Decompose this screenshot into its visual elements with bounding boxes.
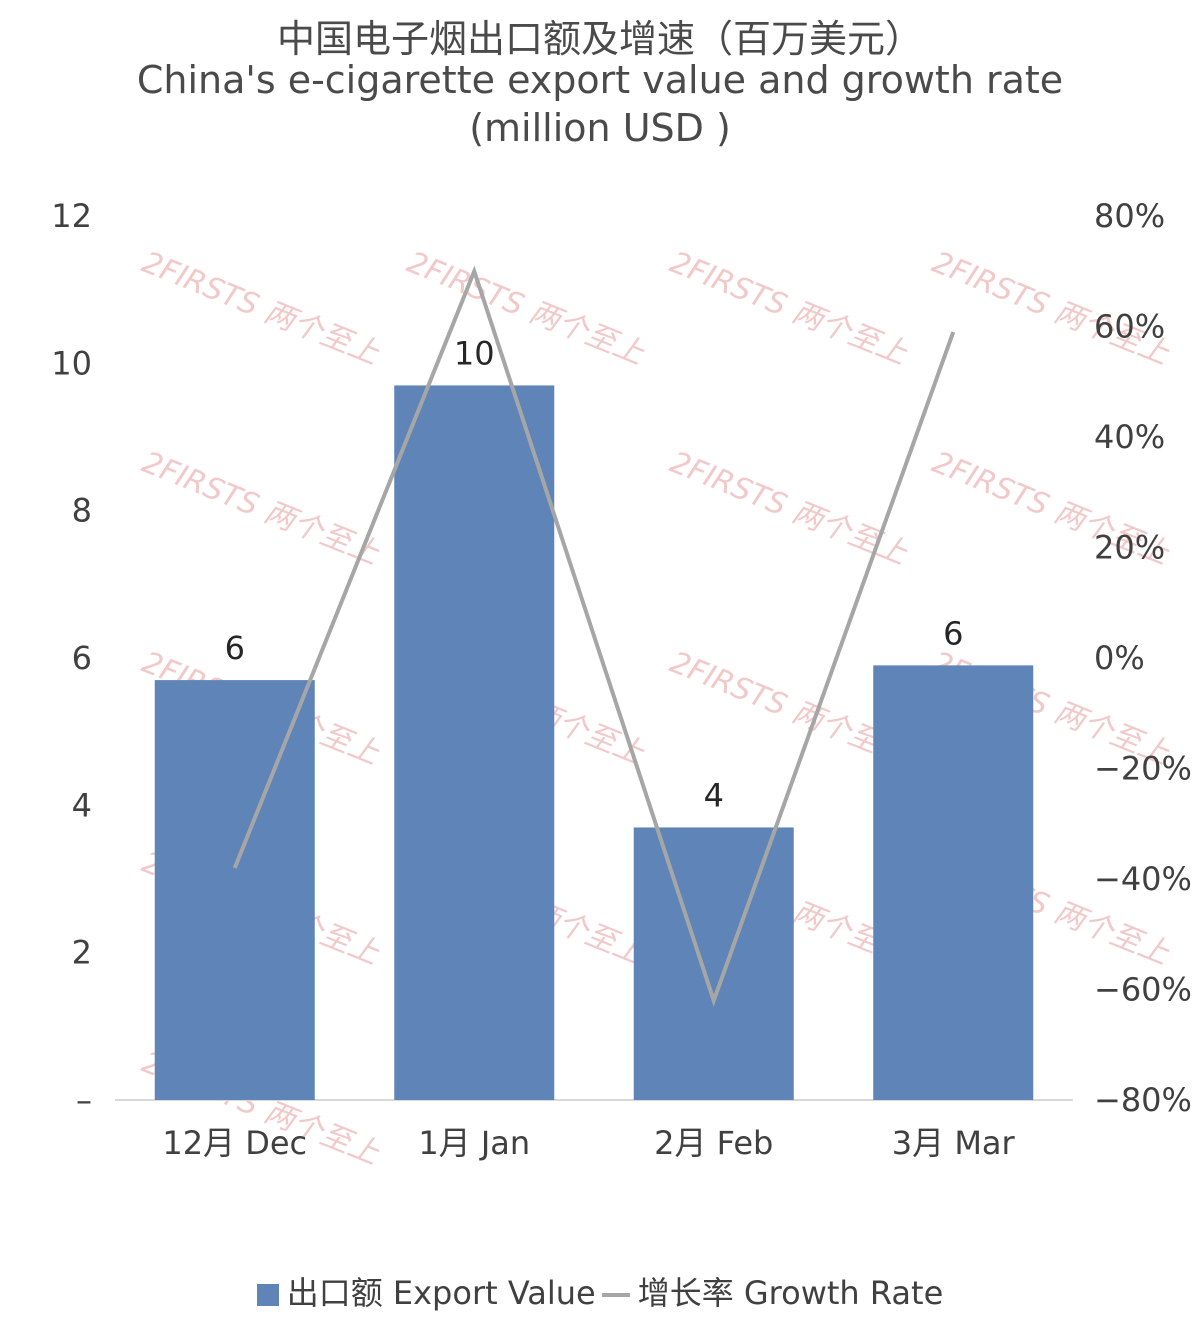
bar-data-label: 10 [454,334,495,372]
bar-series [154,385,1034,1100]
data-labels: 6 10 4 6 [225,334,964,814]
watermark-text: 2FIRSTS 两个至上 [137,245,385,372]
right-axis-tick-label: −40% [1094,860,1192,898]
left-axis-tick-label: 10 [51,344,92,382]
legend-bar-swatch [256,1284,279,1306]
bar-data-label: 4 [704,776,724,814]
x-axis-category-label: 2月 Feb [654,1124,773,1162]
right-axis-tick-label: 0% [1094,639,1145,677]
bar [873,665,1034,1100]
watermark-text: 2FIRSTS 两个至上 [665,245,913,372]
left-axis-tick-label: – [76,1081,92,1119]
left-axis-tick-label: 8 [72,492,92,530]
legend: 出口额 Export Value 增长率 Growth Rate [0,1268,1200,1314]
x-axis-category-label: 3月 Mar [892,1124,1016,1162]
chart-title-cn: 中国电子烟出口额及增速（百万美元） [276,17,923,61]
watermark-text: 2FIRSTS 两个至上 [402,245,650,372]
left-axis-tick-label: 4 [72,786,92,824]
x-axis-category-label: 12月 Dec [162,1124,307,1162]
right-axis-tick-label: −20% [1094,750,1192,788]
line-series [232,265,956,1007]
legend-line-label: 增长率 Growth Rate [637,1274,944,1312]
right-axis-tick-label: 40% [1094,418,1165,456]
bar-data-label: 6 [225,629,245,667]
bar-data-label: 6 [943,614,963,652]
legend-line-swatch [601,1293,630,1297]
watermark-text: 2FIRSTS 两个至上 [137,445,385,572]
chart-title-en: China's e-cigarette export value and gro… [136,58,1064,102]
right-axis-tick-label: 80% [1094,197,1165,235]
right-axis-tick-label: −80% [1094,1081,1192,1119]
right-axis-tick-label: 20% [1094,529,1165,567]
chart-title-unit: (million USD ) [469,106,731,150]
bar [633,827,794,1100]
legend-bar-label: 出口额 Export Value [286,1274,596,1312]
axes: – 2 4 6 8 10 12 −80% −60% −40% −20% 0% 20% 40% 60% 80% 1… [51,197,1192,1162]
left-axis-tick-label: 12 [51,197,92,235]
right-axis-tick-label: −60% [1094,971,1192,1009]
bar [154,680,315,1100]
left-axis-tick-label: 2 [72,934,92,972]
right-axis-tick-label: 60% [1094,308,1165,346]
x-axis-category-label: 1月 Jan [418,1124,530,1162]
bar [394,385,555,1100]
growth-rate-line [232,265,956,1007]
left-axis-tick-label: 6 [72,639,92,677]
